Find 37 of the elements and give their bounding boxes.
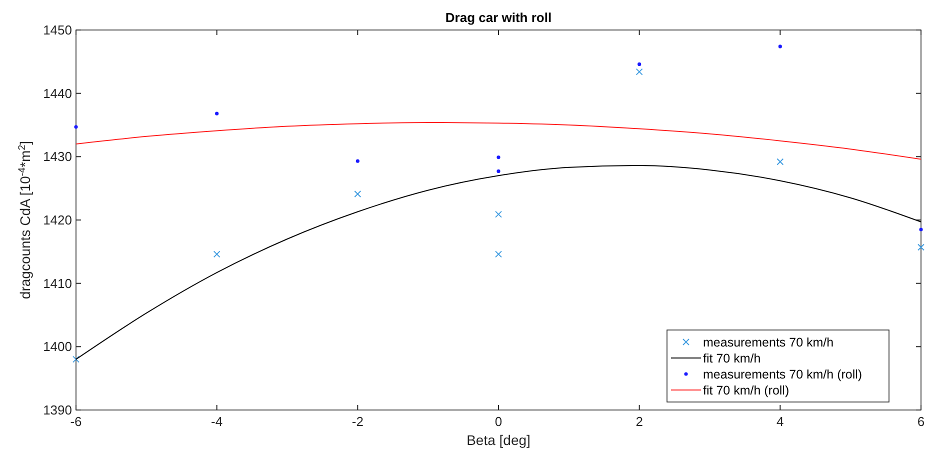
y-tick-label: 1430 — [43, 149, 72, 164]
y-tick-label: 1400 — [43, 339, 72, 354]
point — [495, 250, 502, 258]
x-tick-label: -4 — [211, 414, 223, 429]
legend-label: measurements 70 km/h (roll) — [703, 368, 862, 382]
x-tick-label: -2 — [352, 414, 364, 429]
y-tick-label: 1450 — [43, 22, 72, 38]
x-tick-label: -6 — [70, 414, 82, 429]
point — [918, 244, 924, 251]
point — [215, 112, 219, 116]
y-tick-label: 1410 — [43, 276, 72, 291]
line-series — [76, 122, 922, 160]
point — [496, 169, 500, 174]
point — [778, 44, 782, 48]
point — [636, 68, 643, 76]
legend-label: fit 70 km/h — [703, 352, 761, 366]
legend-label: fit 70 km/h (roll) — [703, 384, 790, 398]
point — [496, 156, 500, 160]
point — [72, 356, 80, 363]
point — [919, 228, 923, 232]
point — [213, 250, 220, 258]
point — [74, 125, 78, 129]
legend-label: measurements 70 km/h — [703, 336, 834, 350]
x-tick-label: 2 — [636, 414, 643, 429]
point — [356, 159, 360, 163]
chart-title: Drag car with roll — [445, 10, 552, 25]
point — [776, 158, 784, 166]
y-tick-label: 1420 — [43, 212, 72, 228]
point — [638, 62, 642, 66]
x-tick-label: 4 — [776, 414, 784, 429]
x-axis-title: Beta [deg] — [466, 432, 530, 448]
point — [495, 210, 502, 218]
point — [354, 190, 362, 198]
y-tick-label: 1390 — [43, 402, 72, 418]
x-tick-label: 0 — [494, 414, 502, 429]
x-tick-label: 6 — [917, 414, 925, 429]
y-tick-label: 1440 — [43, 86, 72, 101]
